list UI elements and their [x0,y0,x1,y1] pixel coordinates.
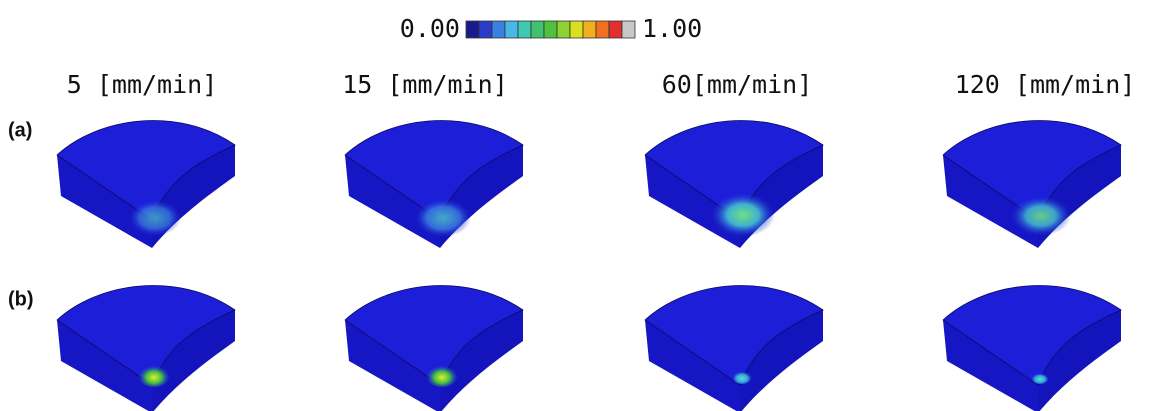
column-label: 60[mm/min] [662,70,813,99]
simulation-image [345,120,523,248]
simulation-image [645,285,823,411]
simulation-image [345,285,523,411]
simulation-image [57,285,235,411]
simulation-image [943,120,1121,248]
simulation-image [57,120,235,248]
column-label: 15 [mm/min] [342,70,508,99]
figure: 0.00 1.00 5 [mm/min] 15 [mm/min] 60[mm/m… [0,0,1155,411]
colorbar-min-label: 0.00 [400,14,460,43]
simulation-image [943,285,1121,411]
colorbar-max-label: 1.00 [642,14,702,43]
row-label: (a) [8,119,32,141]
row-label: (b) [8,288,34,310]
colorbar [466,21,635,38]
column-label: 5 [mm/min] [67,70,218,99]
column-label: 120 [mm/min] [955,70,1136,99]
simulation-image [645,120,823,248]
